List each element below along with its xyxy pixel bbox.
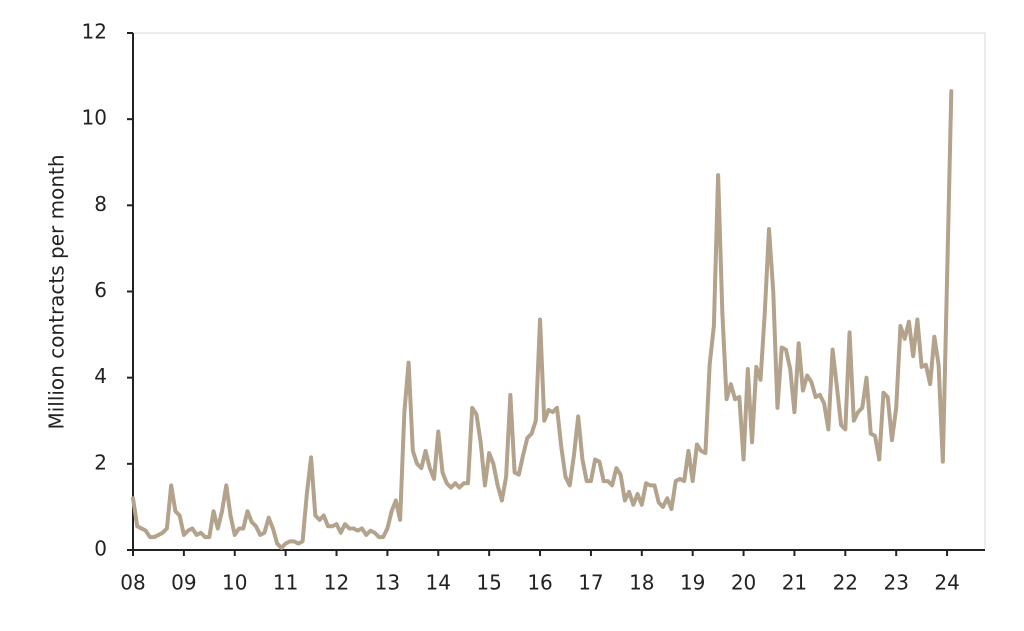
x-tick-label: 19 xyxy=(680,571,705,595)
y-tick-label: 2 xyxy=(94,450,107,474)
x-tick-label: 16 xyxy=(527,571,552,595)
x-tick-label: 17 xyxy=(578,571,603,595)
x-tick-label: 24 xyxy=(934,571,959,595)
y-axis-title: Million contracts per month xyxy=(45,154,69,429)
x-tick-label: 12 xyxy=(324,571,349,595)
plot-frame xyxy=(132,32,986,551)
y-tick-label: 6 xyxy=(94,278,107,302)
x-tick-label: 23 xyxy=(883,571,908,595)
y-tick-label: 0 xyxy=(94,537,107,561)
y-tick-label: 10 xyxy=(82,106,107,130)
y-tick-label: 12 xyxy=(82,20,107,44)
x-tick-label: 18 xyxy=(629,571,654,595)
x-tick-label: 14 xyxy=(426,571,451,595)
x-tick-label: 15 xyxy=(476,571,501,595)
x-tick-label: 10 xyxy=(222,571,247,595)
x-tick-label: 21 xyxy=(782,571,807,595)
data-line xyxy=(131,89,954,550)
x-tick-label: 09 xyxy=(171,571,196,595)
x-tick-label: 22 xyxy=(833,571,858,595)
y-tick-label: 4 xyxy=(94,364,107,388)
y-tick-label: 8 xyxy=(94,192,107,216)
x-tick-label: 13 xyxy=(375,571,400,595)
x-tick-label: 11 xyxy=(273,571,298,595)
x-tick-label: 20 xyxy=(731,571,756,595)
x-tick-label: 08 xyxy=(120,571,145,595)
